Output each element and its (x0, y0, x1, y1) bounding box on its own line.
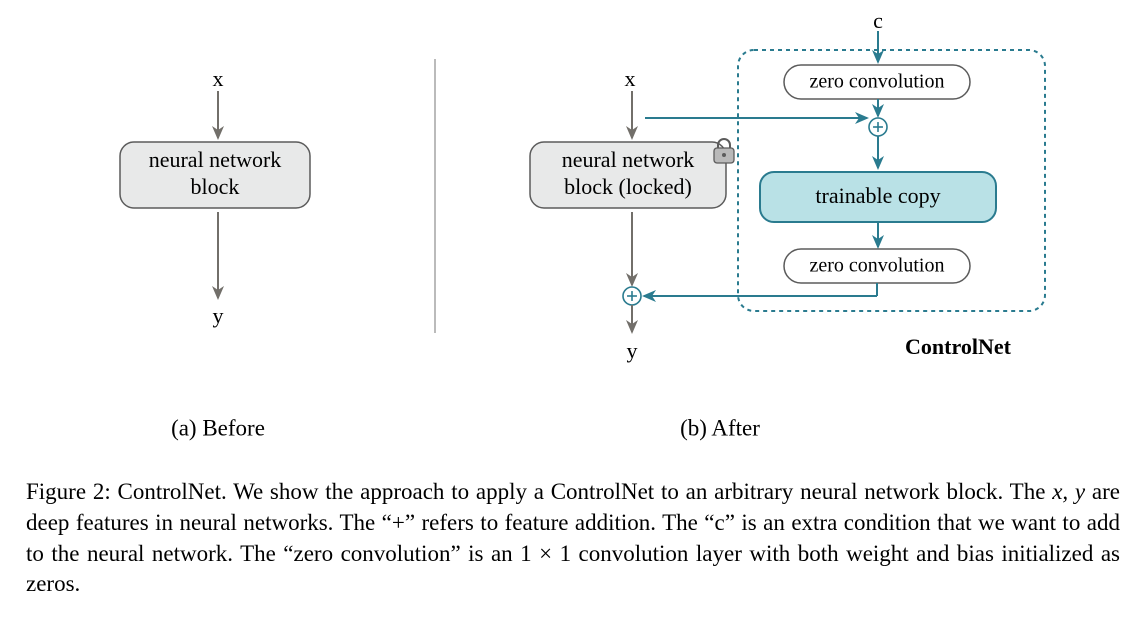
caption-onebyone: 1 × 1 (520, 541, 571, 566)
svg-text:block: block (191, 174, 240, 199)
figure-page: xneural networkblocky(a) Beforeczero con… (0, 0, 1146, 627)
svg-text:zero convolution: zero convolution (810, 71, 945, 93)
diagram-svg: xneural networkblocky(a) Beforeczero con… (0, 0, 1146, 470)
svg-text:trainable copy: trainable copy (815, 183, 940, 208)
svg-text:block (locked): block (locked) (564, 174, 692, 199)
caption-xy: x, y (1052, 479, 1085, 504)
svg-text:neural network: neural network (149, 147, 282, 172)
svg-text:y: y (213, 303, 224, 328)
svg-text:(a) Before: (a) Before (171, 415, 265, 440)
figure-caption: Figure 2: ControlNet. We show the approa… (26, 477, 1120, 600)
svg-text:c: c (873, 8, 883, 33)
svg-text:ControlNet: ControlNet (905, 334, 1012, 359)
svg-text:y: y (627, 338, 638, 363)
svg-text:neural network: neural network (562, 147, 695, 172)
caption-pre: Figure 2: ControlNet. We show the approa… (26, 479, 1052, 504)
svg-text:zero convolution: zero convolution (810, 255, 945, 277)
svg-text:(b) After: (b) After (680, 415, 760, 440)
svg-text:x: x (213, 66, 224, 91)
svg-text:x: x (625, 66, 636, 91)
